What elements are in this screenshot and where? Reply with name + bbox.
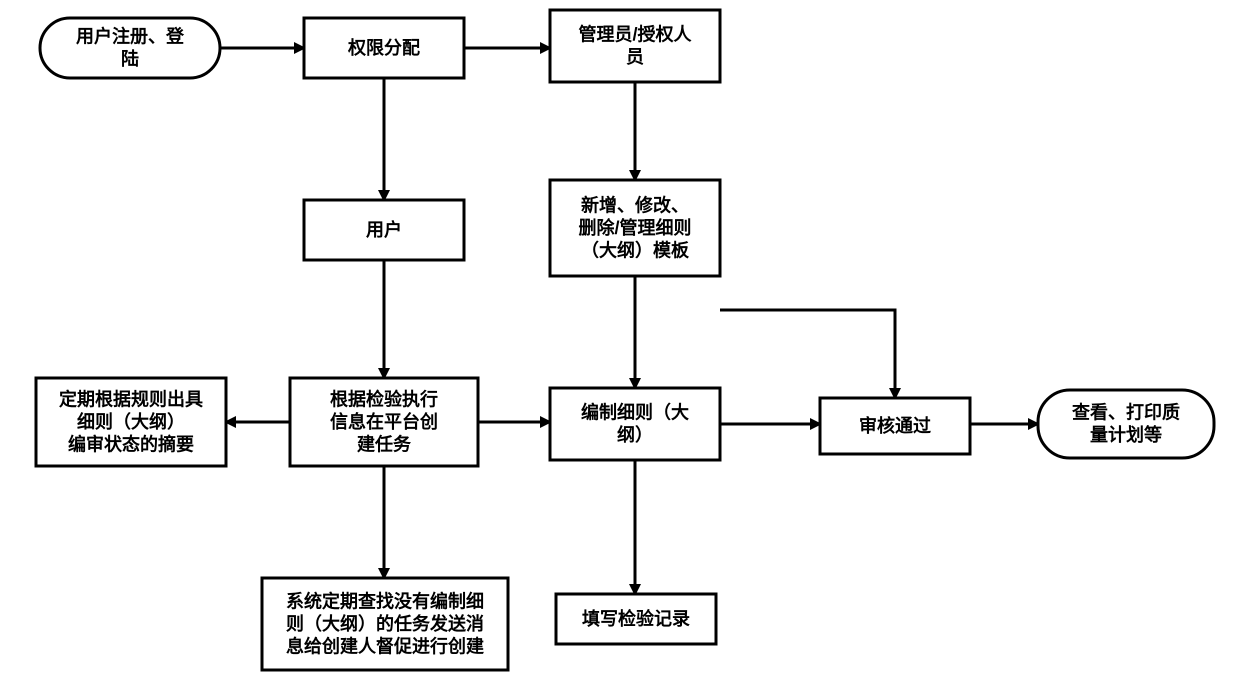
node-edit-label-line-1: 纲） [617,424,653,445]
node-summary-label-line-2: 编审状态的摘要 [68,433,194,454]
node-perm-label-line-0: 权限分配 [347,37,420,58]
node-remind-label-line-2: 息给创建人督促进行创建 [286,635,484,656]
node-create: 根据检验执行信息在平台创建任务 [290,378,478,466]
node-create-label-line-0: 根据检验执行 [330,388,438,409]
node-remind-label-line-0: 系统定期查找没有编制细 [286,590,484,611]
node-create-label-line-2: 建任务 [357,433,412,454]
node-admin-label-line-1: 员 [626,47,644,67]
node-perm: 权限分配 [304,18,464,78]
node-edit-box [550,388,720,460]
node-start-label-line-0: 用户注册、登 [76,26,185,47]
node-admin-label-line-0: 管理员/授权人 [578,24,692,45]
node-tmpl-label-line-0: 新增、修改、 [581,194,689,215]
node-tmpl-label-line-1: 删除/管理细则 [578,217,691,238]
node-start-label-line-1: 陆 [121,48,139,69]
node-end-label-line-0: 查看、打印质 [1072,402,1180,423]
node-start: 用户注册、登陆 [40,18,220,78]
edge-tmpl-review [720,310,895,398]
node-edit-label-line-0: 编制细则（大 [581,402,689,423]
node-user-label-line-0: 用户 [366,219,402,240]
flowchart-canvas: 用户注册、登陆 权限分配 管理员/授权人员用户 新增、修改、删除/管理细则（大纲）模板… [0,0,1240,693]
edges-layer [220,48,1038,594]
node-review-label-line-0: 审核通过 [859,415,931,436]
node-record-label-line-0: 填写检验记录 [582,608,690,629]
node-end: 查看、打印质量计划等 [1038,390,1214,458]
node-tmpl: 新增、修改、删除/管理细则（大纲）模板 [550,180,720,276]
node-end-label-line-1: 量计划等 [1090,424,1162,445]
node-remind: 系统定期查找没有编制细则（大纲）的任务发送消息给创建人督促进行创建 [262,578,508,670]
node-record: 填写检验记录 [556,594,716,644]
node-summary-label-line-0: 定期根据规则出具 [59,388,203,409]
node-review: 审核通过 [820,398,970,454]
node-summary-label-line-1: 细则（大纲） [77,411,185,432]
node-create-label-line-1: 信息在平台创 [330,411,438,432]
node-admin: 管理员/授权人员 [550,10,720,82]
node-end-box [1038,390,1214,458]
node-tmpl-label-line-2: （大纲）模板 [581,239,690,260]
node-edit: 编制细则（大纲） [550,388,720,460]
node-remind-label-line-1: 则（大纲）的任务发送消 [286,613,484,634]
node-user: 用户 [304,200,464,260]
node-admin-box [550,10,720,82]
node-summary: 定期根据规则出具细则（大纲）编审状态的摘要 [36,378,226,466]
nodes-layer: 用户注册、登陆 权限分配 管理员/授权人员用户 新增、修改、删除/管理细则（大纲）模板… [36,10,1214,670]
